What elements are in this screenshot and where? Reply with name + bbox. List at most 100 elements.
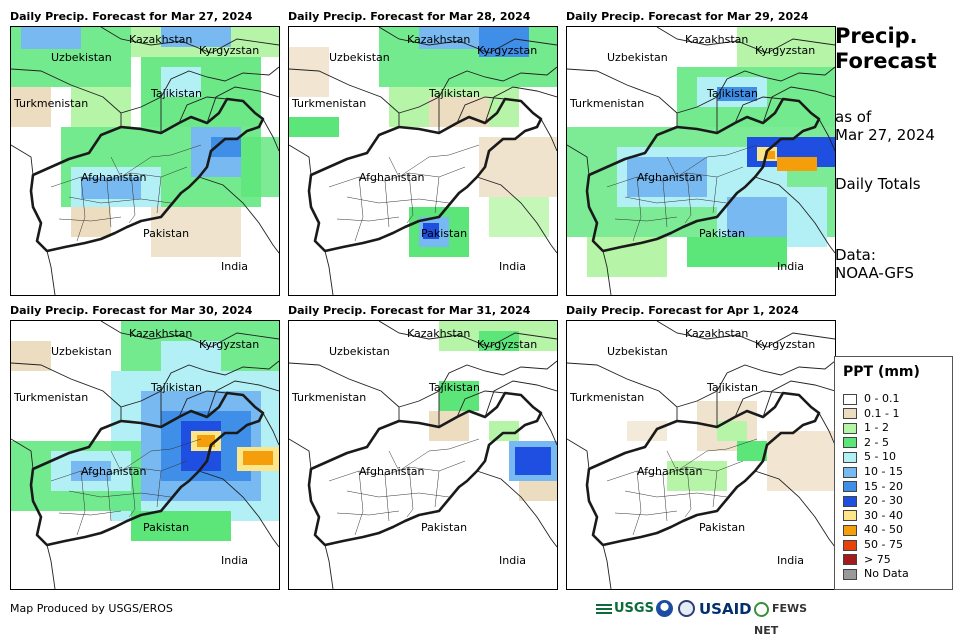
legend-swatch — [843, 422, 857, 434]
legend-swatch — [843, 437, 857, 449]
forecast-panel-apr-1: Daily Precip. Forecast for Apr 1, 2024 K… — [566, 304, 836, 594]
noaa-logo-icon — [656, 600, 673, 617]
label-kyrgyzstan: Kyrgyzstan — [755, 44, 816, 57]
label-pakistan: Pakistan — [421, 521, 468, 534]
legend-label: 5 - 10 — [864, 450, 896, 464]
legend-label: 10 - 15 — [864, 465, 903, 478]
label-tajikistan: Tajikistan — [707, 381, 758, 394]
label-turkmenistan: Turkmenistan — [14, 391, 89, 404]
label-tajikistan: Tajikistan — [707, 87, 758, 100]
legend-swatch — [843, 539, 857, 551]
label-pakistan: Pakistan — [421, 227, 468, 240]
legend-label: No Data — [864, 567, 909, 581]
precip-map: Kazakhstan Uzbekistan Kyrgyzstan Tajikis… — [288, 320, 558, 590]
label-afghanistan: Afghanistan — [81, 465, 147, 478]
precip-overlay — [11, 321, 279, 541]
legend-label: 0.1 - 1 — [864, 406, 900, 420]
usaid-logo: USAID — [699, 600, 752, 618]
label-india: India — [221, 260, 248, 273]
legend-item: 20 - 30 — [843, 494, 903, 508]
panel-title: Daily Precip. Forecast for Apr 1, 2024 — [566, 304, 799, 317]
label-kyrgyzstan: Kyrgyzstan — [199, 44, 260, 57]
label-india: India — [499, 260, 526, 273]
legend-label: 2 - 5 — [864, 435, 889, 449]
panel-title: Daily Precip. Forecast for Mar 29, 2024 — [566, 10, 809, 23]
forecast-title-line1: Precip. — [835, 24, 918, 48]
label-afghanistan: Afghanistan — [637, 465, 703, 478]
legend-item: 15 - 20 — [843, 480, 903, 494]
label-pakistan: Pakistan — [143, 227, 190, 240]
legend-swatch — [843, 466, 857, 478]
label-india: India — [777, 554, 804, 567]
panel-title: Daily Precip. Forecast for Mar 30, 2024 — [10, 304, 253, 317]
legend-item: 0 - 0.1 — [843, 392, 899, 406]
forecast-panel-mar-28: Daily Precip. Forecast for Mar 28, 2024 … — [288, 10, 558, 300]
label-kazakhstan: Kazakhstan — [685, 33, 749, 46]
label-turkmenistan: Turkmenistan — [570, 97, 645, 110]
precip-map: Uzbekistan Kazakhstan Kyrgyzstan Tajikis… — [288, 26, 558, 296]
precip-map: Uzbekistan Kazakhstan Kyrgyzstan Tajikis… — [10, 26, 280, 296]
label-uzbekistan: Uzbekistan — [607, 345, 668, 358]
label-afghanistan: Afghanistan — [81, 171, 147, 184]
legend-swatch — [843, 408, 857, 420]
legend-label: 0 - 0.1 — [864, 392, 900, 405]
daily-totals-label: Daily Totals — [835, 175, 921, 193]
legend-item: 40 - 50 — [843, 523, 903, 537]
usgs-wave-icon — [596, 603, 612, 614]
precip-map: Kazakhstan Uzbekistan Kyrgyzstan Tajikis… — [10, 320, 280, 590]
label-india: India — [499, 554, 526, 567]
partner-logos: USGS USAID FEWS NET — [596, 598, 828, 637]
fewsnet-logo: FEWS NET — [754, 601, 808, 637]
legend-item: 30 - 40 — [843, 509, 903, 523]
usgs-logo: USGS — [596, 598, 654, 620]
label-uzbekistan: Uzbekistan — [607, 51, 668, 64]
panel-title: Daily Precip. Forecast for Mar 31, 2024 — [288, 304, 531, 317]
label-turkmenistan: Turkmenistan — [292, 97, 367, 110]
panel-title: Daily Precip. Forecast for Mar 27, 2024 — [10, 10, 253, 23]
legend-item: > 75 — [843, 553, 891, 567]
label-kyrgyzstan: Kyrgyzstan — [755, 338, 816, 351]
panel-title: Daily Precip. Forecast for Mar 28, 2024 — [288, 10, 531, 23]
forecast-panel-mar-29: Daily Precip. Forecast for Mar 29, 2024 — [566, 10, 836, 300]
as-of-value: Mar 27, 2024 — [835, 126, 935, 144]
legend-label: 40 - 50 — [864, 523, 903, 537]
precip-overlay — [429, 321, 557, 501]
legend-label: 15 - 20 — [864, 479, 903, 493]
legend-swatch — [843, 524, 857, 536]
label-turkmenistan: Turkmenistan — [570, 391, 645, 404]
legend-swatch — [843, 451, 857, 463]
label-kazakhstan: Kazakhstan — [129, 33, 193, 46]
as-of-label: as of — [835, 108, 872, 126]
label-pakistan: Pakistan — [143, 521, 190, 534]
label-india: India — [221, 554, 248, 567]
map-credit: Map Produced by USGS/EROS — [10, 602, 173, 615]
legend-item: 50 - 75 — [843, 538, 903, 552]
globe-icon — [754, 601, 769, 617]
legend-swatch — [843, 554, 857, 566]
label-kyrgyzstan: Kyrgyzstan — [477, 44, 538, 57]
forecast-panel-mar-31: Daily Precip. Forecast for Mar 31, 2024 … — [288, 304, 558, 594]
label-uzbekistan: Uzbekistan — [51, 345, 112, 358]
label-afghanistan: Afghanistan — [637, 171, 703, 184]
legend-swatch — [843, 393, 857, 405]
forecast-title-line2: Forecast — [835, 49, 937, 73]
legend-swatch — [843, 481, 857, 493]
legend-item: No Data — [843, 567, 909, 581]
label-pakistan: Pakistan — [699, 227, 746, 240]
label-tajikistan: Tajikistan — [151, 87, 202, 100]
label-tajikistan: Tajikistan — [429, 87, 480, 100]
label-kyrgyzstan: Kyrgyzstan — [199, 338, 260, 351]
legend-item: 0.1 - 1 — [843, 407, 899, 421]
precip-overlay — [567, 27, 835, 277]
precip-map: Kazakhstan Uzbekistan Kyrgyzstan Tajikis… — [566, 26, 836, 296]
legend-swatch — [843, 495, 857, 507]
label-kazakhstan: Kazakhstan — [685, 327, 749, 340]
label-afghanistan: Afghanistan — [359, 465, 425, 478]
legend-label: > 75 — [864, 552, 891, 566]
label-pakistan: Pakistan — [699, 521, 746, 534]
label-tajikistan: Tajikistan — [429, 381, 480, 394]
data-source: Data: NOAA-GFS — [835, 246, 914, 282]
label-tajikistan: Tajikistan — [151, 381, 202, 394]
data-source-label: Data: — [835, 246, 876, 264]
